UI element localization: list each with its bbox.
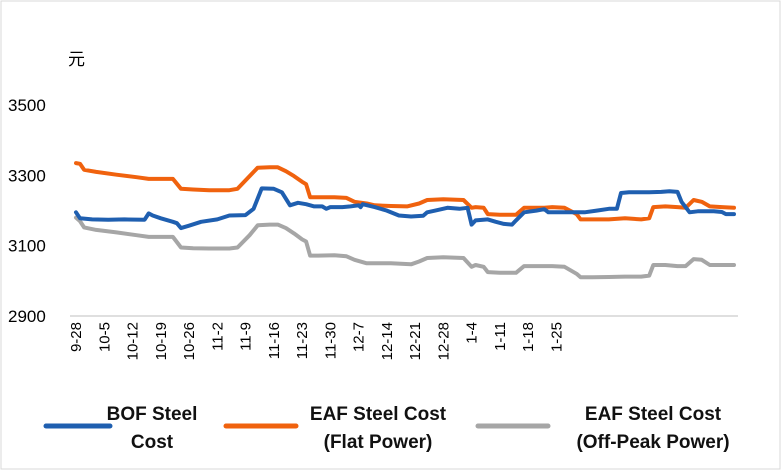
x-tick-label: 1-25 [548,322,565,352]
legend-eaf-offpeak-label: (Off-Peak Power) [576,432,729,453]
legend-bof-label: Cost [131,432,174,453]
x-tick-label: 11-9 [238,322,255,351]
x-tick-label: 10-5 [96,322,113,352]
x-tick-label: 10-26 [181,322,198,360]
x-tick-label: 12-21 [407,322,424,360]
series-line-eaf-offpeak [74,215,736,280]
series-line-eaf-flat [74,161,736,222]
y-axis-unit-label: 元 [68,50,85,70]
x-tick-label: 12-14 [379,322,396,360]
x-tick-label: 11-30 [322,322,339,359]
x-tick-label: 12-28 [435,322,452,360]
series-line-bof [74,186,736,231]
y-tick-label: 3500 [8,96,46,115]
x-tick-label: 10-19 [153,322,170,360]
x-tick-label: 11-16 [266,322,283,359]
y-tick-label: 2900 [8,307,46,326]
x-tick-label: 11-23 [294,322,311,359]
x-tick-label: 1-11 [492,322,509,351]
x-tick-label: 9-28 [68,322,85,352]
x-tick-label: 10-12 [125,322,142,360]
x-tick-label: 12-7 [351,322,368,352]
legend-bof-label: BOF Steel [107,404,198,425]
y-axis-ticks: 2900 3100 3300 3500 [8,96,46,326]
legend-eaf-flat-label: (Flat Power) [324,432,433,453]
y-tick-label: 3100 [8,237,46,256]
x-tick-label: 1-18 [520,322,537,352]
series-group [74,161,736,280]
legend-eaf-flat-label: EAF Steel Cost [310,404,447,425]
legend-eaf-offpeak-label: EAF Steel Cost [585,404,722,425]
x-axis-ticks: 9-28 10-5 10-12 10-19 10-26 11-2 11-9 11-16 11-2… [68,322,565,360]
y-tick-label: 3300 [8,166,46,185]
legend: BOF Steel Cost EAF Steel Cost (Flat Power) E… [43,404,730,453]
x-tick-label: 11-2 [209,322,226,351]
x-tick-label: 1-4 [464,322,481,344]
